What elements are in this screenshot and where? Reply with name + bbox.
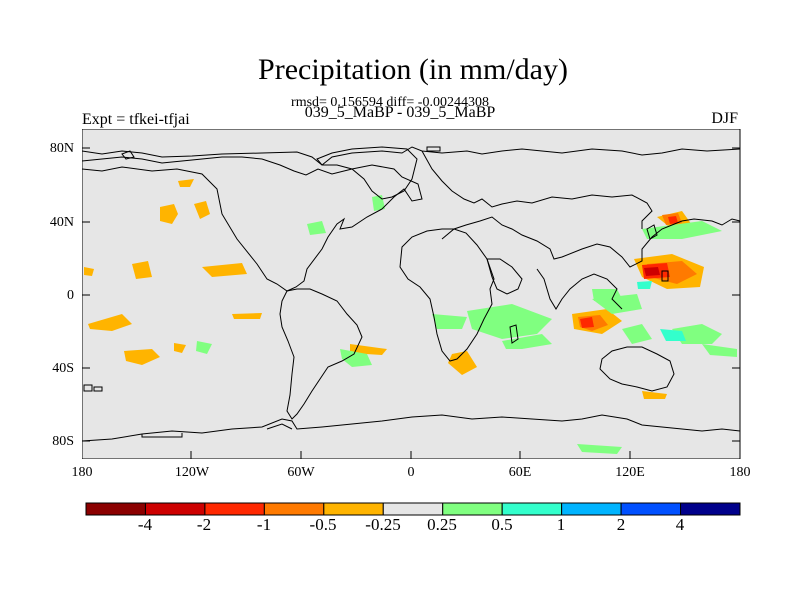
colorbar-label: -4 bbox=[137, 515, 153, 534]
x-tick-label: 120W bbox=[174, 465, 210, 480]
x-tick-label: 120E bbox=[615, 465, 645, 480]
colorbar-box bbox=[382, 502, 444, 516]
colorbar-box bbox=[204, 502, 265, 516]
colorbar-box bbox=[561, 502, 622, 516]
y-tick-label: 0 bbox=[67, 288, 74, 303]
x-tick-label: 0 bbox=[407, 465, 415, 480]
map-frame bbox=[82, 129, 741, 459]
x-tick-label: 60E bbox=[508, 465, 532, 480]
colorbar-label: -0.25 bbox=[365, 515, 401, 534]
colorbar bbox=[85, 502, 741, 516]
plot-subtitle: 039_5_MaBP - 039_5_MaBP bbox=[304, 104, 496, 121]
plot-title: Precipitation (in mm/day) bbox=[258, 53, 568, 86]
colorbar-label: -2 bbox=[196, 515, 212, 534]
y-tick-label: 40N bbox=[49, 215, 74, 230]
colorbar-label: 1 bbox=[556, 515, 566, 534]
precipitation-map bbox=[82, 129, 741, 459]
season-label: DJF bbox=[711, 110, 738, 127]
statistics-line: rmsd= 0.156594 diff= -0.00244308 bbox=[291, 95, 489, 110]
colorbar-label: 4 bbox=[675, 515, 685, 534]
colorbar-box bbox=[144, 502, 206, 516]
experiment-label: Expt = tfkei-tfjai bbox=[82, 111, 190, 128]
colorbar-label: 0.5 bbox=[491, 515, 513, 534]
colorbar-box bbox=[501, 502, 563, 516]
colorbar-label: 0.25 bbox=[427, 515, 457, 534]
colorbar-label: -0.5 bbox=[309, 515, 337, 534]
coastlines bbox=[82, 146, 741, 442]
colorbar-label: -1 bbox=[256, 515, 272, 534]
map-background bbox=[82, 129, 740, 459]
y-tick-label: 80S bbox=[52, 434, 74, 449]
colorbar-box bbox=[442, 502, 503, 516]
tick-marks bbox=[82, 147, 740, 459]
colorbar-box bbox=[323, 502, 384, 516]
colorbar-box bbox=[85, 502, 146, 516]
colorbar-box bbox=[620, 502, 682, 516]
colorbar-box bbox=[263, 502, 325, 516]
y-tick-label: 40S bbox=[52, 361, 74, 376]
x-tick-label: 180 bbox=[729, 465, 751, 480]
colorbar-label: 2 bbox=[616, 515, 626, 534]
x-tick-label: 60W bbox=[287, 465, 315, 480]
x-tick-label: 180 bbox=[71, 465, 93, 480]
colorbar-box bbox=[680, 502, 741, 516]
anomaly-patches bbox=[84, 179, 737, 454]
y-tick-label: 80N bbox=[49, 141, 74, 156]
